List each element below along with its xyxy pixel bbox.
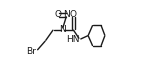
Text: N: N [59, 25, 66, 34]
Text: HN: HN [66, 35, 80, 44]
Text: O: O [55, 10, 62, 19]
Text: O: O [70, 10, 77, 19]
Text: N: N [63, 10, 70, 19]
Text: Br: Br [27, 47, 36, 56]
